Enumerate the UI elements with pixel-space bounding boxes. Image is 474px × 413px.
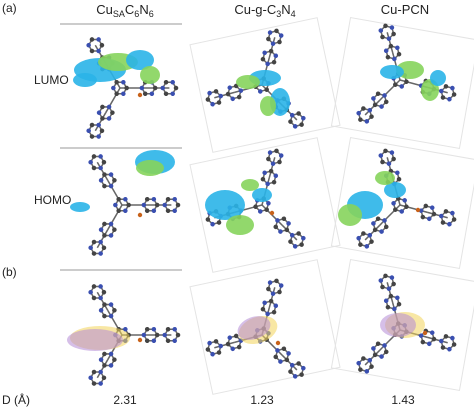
panel-label: (a) <box>2 1 17 15</box>
distance-panel <box>48 258 184 391</box>
cu-atom <box>269 210 275 216</box>
frame <box>189 259 341 395</box>
frame <box>330 258 474 392</box>
distance-value: 1.43 <box>391 393 415 407</box>
row-label: HOMO <box>34 193 71 207</box>
frame <box>189 17 341 153</box>
distance-value: 1.23 <box>250 393 274 407</box>
cu-atom <box>275 340 281 346</box>
panel-label: (b) <box>2 265 17 279</box>
cu-atom <box>422 330 428 336</box>
distance-panel <box>203 264 327 382</box>
distance-panel <box>335 259 459 377</box>
frame <box>330 16 474 150</box>
distance-value: 2.31 <box>113 393 137 407</box>
distance-label: D (Å) <box>2 392 30 407</box>
cu-atom <box>137 337 143 343</box>
column-header: Cu-PCN <box>381 2 429 17</box>
cu-atom <box>415 207 421 213</box>
column-header: CuSAC6N6 <box>96 2 153 19</box>
column-header: Cu-g-C3N4 <box>234 2 295 19</box>
orbital-panel <box>203 14 327 132</box>
cu-atom <box>137 212 143 218</box>
frame <box>189 137 341 273</box>
frame <box>330 136 474 270</box>
row-label: LUMO <box>34 73 69 87</box>
orbital-panel <box>335 9 459 127</box>
orbital-panel <box>48 128 184 261</box>
cu-atom <box>137 92 143 98</box>
orbital-panel <box>203 134 327 252</box>
orbital-panel <box>46 11 182 144</box>
orbital-panel <box>335 134 459 252</box>
